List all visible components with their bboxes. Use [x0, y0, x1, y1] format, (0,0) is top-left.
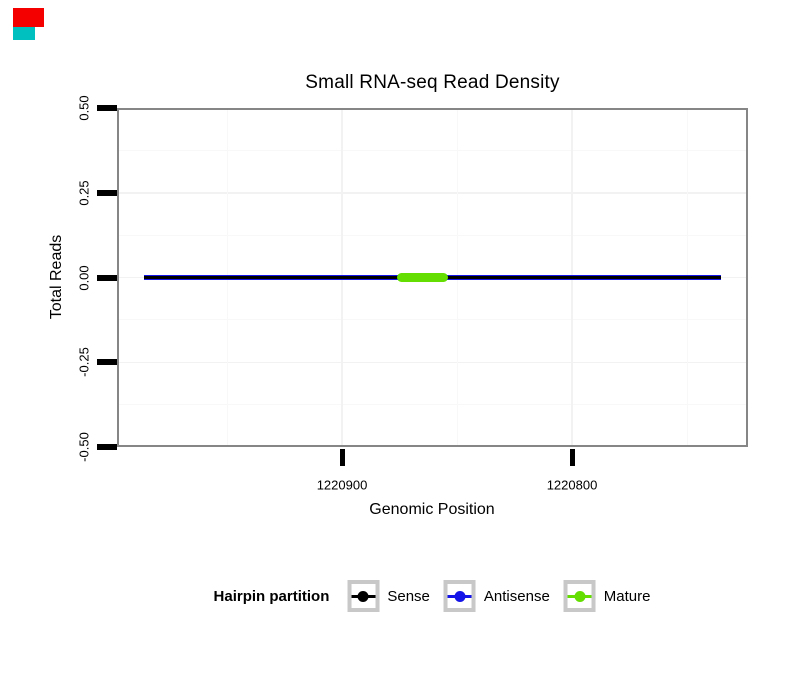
y-axis-tick — [97, 189, 117, 196]
gridline-minor-x — [686, 110, 688, 445]
x-axis-tick-label: 1220900 — [316, 477, 368, 493]
gridline-major-y — [119, 192, 746, 194]
legend-entry-antisense: Antisense — [443, 580, 550, 612]
gridline-minor-y — [119, 149, 746, 151]
legend-title: Hairpin partition — [213, 587, 330, 605]
x-axis-tick — [339, 449, 345, 466]
legend-entry-sense: Sense — [347, 580, 430, 612]
y-axis-title: Total Reads — [48, 234, 65, 320]
legend-point-icon — [454, 590, 466, 602]
y-axis-tick — [97, 444, 117, 450]
y-axis-tick-label: 0.25 — [76, 180, 92, 206]
y-axis-tick-label: 0.00 — [76, 264, 92, 291]
x-axis-tick-label: 1220800 — [546, 477, 598, 493]
y-axis-tick-label: -0.50 — [76, 432, 92, 462]
gridline-minor-x — [226, 110, 228, 445]
legend-label: Sense — [387, 587, 430, 605]
legend-entry-mature: Mature — [563, 580, 651, 612]
gridline-major-y — [119, 361, 746, 363]
legend-point-icon — [357, 590, 369, 602]
legend-label: Mature — [603, 587, 651, 605]
render-artifact-red — [13, 8, 44, 27]
legend-key-sense — [347, 580, 380, 612]
gridline-major-y — [119, 276, 746, 279]
y-axis-tick — [97, 274, 117, 281]
chart-title: Small RNA-seq Read Density — [305, 72, 560, 93]
legend-key-mature — [563, 580, 596, 612]
legend-label: Antisense — [483, 587, 550, 605]
y-axis-tick-label: 0.50 — [76, 95, 92, 121]
plot-panel — [117, 108, 748, 447]
gridline-major-x — [571, 110, 573, 445]
legend-point-icon — [574, 590, 586, 602]
y-axis-tick-label: -0.25 — [76, 347, 92, 378]
legend: Hairpin partition Sense Antisense Mature — [213, 578, 651, 614]
y-axis-tick — [97, 359, 117, 366]
gridline-minor-x — [456, 110, 458, 445]
gridline-minor-y — [119, 319, 746, 321]
render-artifact-teal — [13, 27, 35, 40]
y-axis-tick — [97, 105, 117, 111]
gridline-major-x — [341, 110, 343, 445]
legend-key-antisense — [443, 580, 476, 612]
x-axis-title: Genomic Position — [369, 501, 495, 518]
gridline-minor-y — [119, 404, 746, 406]
gridline-minor-y — [119, 234, 746, 236]
x-axis-tick — [569, 449, 575, 466]
